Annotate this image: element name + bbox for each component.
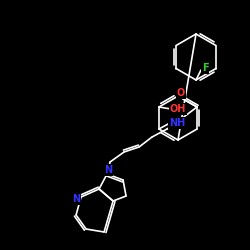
Text: N: N <box>72 194 80 204</box>
Text: NH: NH <box>169 118 185 128</box>
Text: F: F <box>202 63 208 73</box>
Text: N: N <box>104 165 112 175</box>
Text: OH: OH <box>169 118 185 128</box>
Text: OH: OH <box>170 104 186 114</box>
Text: O: O <box>177 88 185 98</box>
